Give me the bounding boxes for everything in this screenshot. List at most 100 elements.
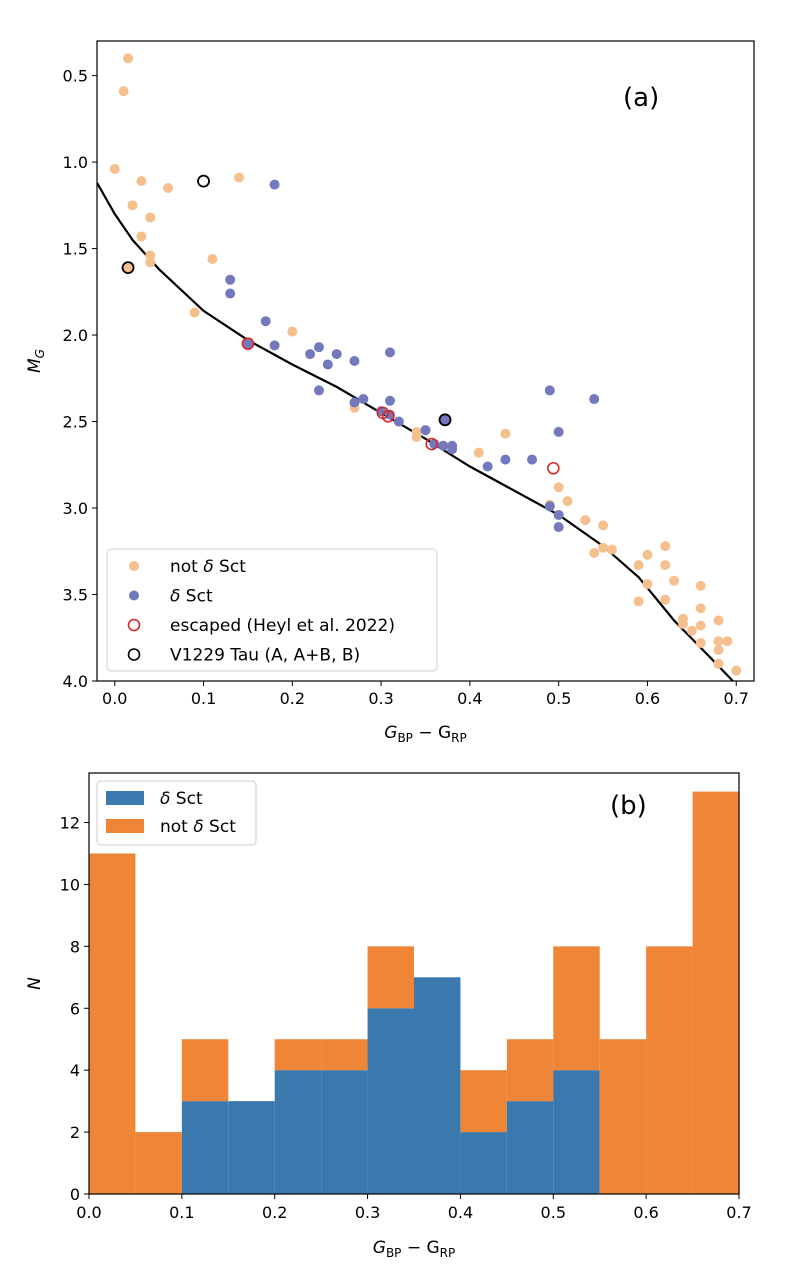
not-dsct-point bbox=[189, 307, 200, 318]
dsct-point bbox=[358, 394, 369, 405]
dsct-point bbox=[438, 440, 449, 451]
dsct-bar bbox=[181, 1101, 229, 1194]
panel-a-y-axis-label: MG bbox=[25, 349, 47, 373]
legend-marker bbox=[127, 618, 141, 632]
not-dsct-point bbox=[580, 515, 591, 526]
not-dsct-point bbox=[123, 53, 134, 64]
chart_data.0.legend.3-text-pre: V1229 Tau (A, A+B, B) bbox=[170, 646, 360, 666]
y-tick-label: 1.5 bbox=[63, 240, 88, 259]
legend-marker bbox=[127, 648, 141, 661]
not-dsct-point bbox=[686, 625, 697, 636]
y-tick-label: 12 bbox=[60, 814, 80, 833]
not-dsct-point bbox=[669, 575, 680, 586]
dsct-bar bbox=[460, 1132, 507, 1194]
not-dsct-point bbox=[633, 596, 644, 607]
x-tick-label: 0.1 bbox=[191, 689, 216, 708]
not-dsct-point bbox=[713, 658, 724, 669]
not-dsct-point bbox=[695, 603, 706, 614]
not-dsct-bar bbox=[89, 853, 136, 1194]
escaped-marker bbox=[241, 337, 255, 351]
legend-swatch bbox=[106, 819, 144, 833]
not-dsct-point bbox=[642, 579, 653, 590]
x-tick-label: 0.7 bbox=[724, 689, 749, 708]
not-dsct-point bbox=[109, 164, 120, 174]
not-dsct-point bbox=[136, 176, 147, 187]
not-dsct-point bbox=[136, 231, 147, 242]
dsct-point bbox=[322, 359, 333, 370]
v1229-tau-marker bbox=[121, 261, 135, 274]
not-dsct-point bbox=[411, 432, 422, 443]
not-dsct-point bbox=[598, 542, 609, 553]
chart_data.0.legend.2-text-pre: escaped (Heyl et al. 2022) bbox=[170, 616, 395, 636]
dsct-point bbox=[482, 461, 493, 472]
y-tick-label: 4.0 bbox=[63, 672, 88, 691]
dsct-point bbox=[393, 416, 404, 427]
dsct-point bbox=[225, 274, 236, 285]
chart_data.0.legend.1-text-delta: δ bbox=[170, 587, 180, 607]
x-label-minus-g: − G bbox=[413, 723, 451, 743]
x-label-bp: BP bbox=[397, 731, 412, 745]
y-tick-label: 0 bbox=[70, 1185, 80, 1204]
panel-a-legend: not δ Sct δ Sct escaped (Heyl et al. 2022)… bbox=[106, 548, 438, 672]
dsct-point bbox=[313, 342, 324, 353]
legend-marker bbox=[129, 561, 139, 571]
dsct-bar bbox=[506, 1101, 554, 1194]
not-dsct-point bbox=[145, 212, 156, 223]
not-dsct-point bbox=[633, 560, 644, 571]
x-label-rp: RP bbox=[440, 1246, 456, 1260]
dsct-bar bbox=[321, 1070, 368, 1194]
not-dsct-point bbox=[287, 326, 298, 337]
scatter-points-layer bbox=[109, 53, 742, 676]
not-dsct-point bbox=[234, 172, 245, 183]
x-tick-label: 0.4 bbox=[457, 689, 482, 708]
y-label-m: M bbox=[25, 358, 45, 373]
dsct-bar bbox=[274, 1070, 322, 1194]
y-tick-label: 2.5 bbox=[63, 413, 88, 432]
x-tick-label: 0.4 bbox=[448, 1203, 473, 1222]
legend-swatch bbox=[106, 791, 144, 805]
y-tick-label: 3.5 bbox=[63, 586, 88, 605]
dsct-point bbox=[313, 385, 324, 396]
chart_data.1.legend.1-text-pre: not bbox=[160, 817, 193, 837]
dsct-point bbox=[260, 316, 271, 327]
x-tick-label: 0.5 bbox=[546, 689, 571, 708]
x-tick-label: 0.6 bbox=[633, 1203, 658, 1222]
not-dsct-point bbox=[145, 250, 156, 261]
not-dsct-point bbox=[722, 636, 733, 647]
not-dsct-point bbox=[127, 200, 138, 211]
not-dsct-point bbox=[606, 544, 617, 555]
dsct-point bbox=[447, 444, 458, 455]
not-dsct-point bbox=[695, 620, 706, 631]
x-label-rp: RP bbox=[451, 731, 467, 745]
x-tick-label: 0.6 bbox=[635, 689, 660, 708]
dsct-point bbox=[305, 349, 316, 360]
x-tick-label: 0.5 bbox=[541, 1203, 566, 1222]
not-dsct-point bbox=[118, 86, 129, 97]
y-tick-label: 8 bbox=[70, 937, 80, 956]
chart_data.1.legend.1-text-post: Sct bbox=[204, 817, 237, 837]
panel-b-ticks: 0.0 0.1 0.2 0.3 0.4 0.5 0.6 0.7 0 2 4 6 8 10 12 bbox=[60, 814, 752, 1222]
dsct-point bbox=[420, 425, 431, 436]
dsct-point bbox=[349, 356, 360, 366]
dsct-point bbox=[553, 522, 564, 533]
not-dsct-point bbox=[660, 560, 671, 571]
x-tick-label: 0.1 bbox=[169, 1203, 194, 1222]
not-dsct-point bbox=[163, 183, 174, 194]
dsct-point bbox=[527, 454, 538, 465]
dsct-bar bbox=[414, 977, 461, 1194]
not-dsct-point bbox=[589, 548, 600, 558]
y-tick-label: 10 bbox=[60, 875, 80, 894]
panel-b-y-axis-label: N bbox=[25, 977, 45, 990]
not-dsct-bar bbox=[553, 946, 600, 1071]
not-dsct-bar bbox=[692, 791, 739, 1194]
legend-marker bbox=[129, 590, 139, 601]
legend-frame bbox=[106, 548, 438, 672]
dsct-point bbox=[553, 426, 564, 437]
panel-a-x-axis-label: GBP − GRP bbox=[384, 723, 466, 745]
chart_data.1.legend.0-text-post: Sct bbox=[170, 789, 203, 809]
legend-label: not δ Sct bbox=[170, 557, 246, 577]
chart_data.0.legend.0-text-post: Sct bbox=[214, 557, 247, 577]
not-dsct-point bbox=[713, 615, 724, 626]
dsct-point bbox=[553, 509, 564, 520]
escaped-marker bbox=[547, 461, 560, 475]
